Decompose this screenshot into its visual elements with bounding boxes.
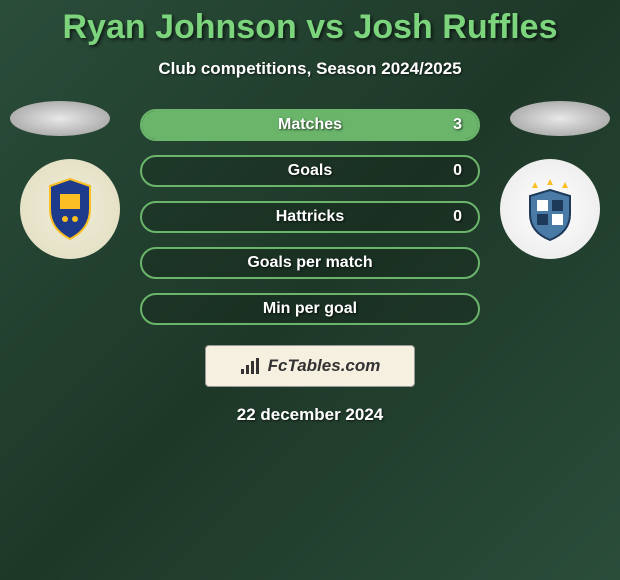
stat-value: 0 <box>453 162 462 180</box>
subtitle: Club competitions, Season 2024/2025 <box>0 59 620 79</box>
stat-label: Hattricks <box>276 208 344 226</box>
stat-row-goals: Goals 0 <box>140 155 480 187</box>
stat-row-mpg: Min per goal <box>140 293 480 325</box>
shield-icon <box>35 174 105 244</box>
stat-row-hattricks: Hattricks 0 <box>140 201 480 233</box>
stat-label: Min per goal <box>263 300 357 318</box>
comparison-card: Ryan Johnson vs Josh Ruffles Club compet… <box>0 0 620 425</box>
shield-icon <box>515 174 585 244</box>
player-left-head <box>10 101 110 136</box>
stats-area: Matches 3 Goals 0 Hattricks 0 Goals per … <box>0 109 620 425</box>
player-left-crest <box>20 159 120 259</box>
stat-value: 3 <box>453 116 462 134</box>
source-badge[interactable]: FcTables.com <box>205 345 415 387</box>
page-title: Ryan Johnson vs Josh Ruffles <box>0 8 620 47</box>
stat-label: Goals <box>288 162 332 180</box>
stat-row-matches: Matches 3 <box>140 109 480 141</box>
stat-label: Matches <box>278 116 342 134</box>
chart-icon <box>240 357 262 375</box>
player-right-crest <box>500 159 600 259</box>
stat-rows: Matches 3 Goals 0 Hattricks 0 Goals per … <box>140 109 480 325</box>
stat-row-gpm: Goals per match <box>140 247 480 279</box>
stat-value: 0 <box>453 208 462 226</box>
stat-label: Goals per match <box>247 254 372 272</box>
date-text: 22 december 2024 <box>0 405 620 425</box>
badge-text: FcTables.com <box>268 356 381 376</box>
player-right-head <box>510 101 610 136</box>
